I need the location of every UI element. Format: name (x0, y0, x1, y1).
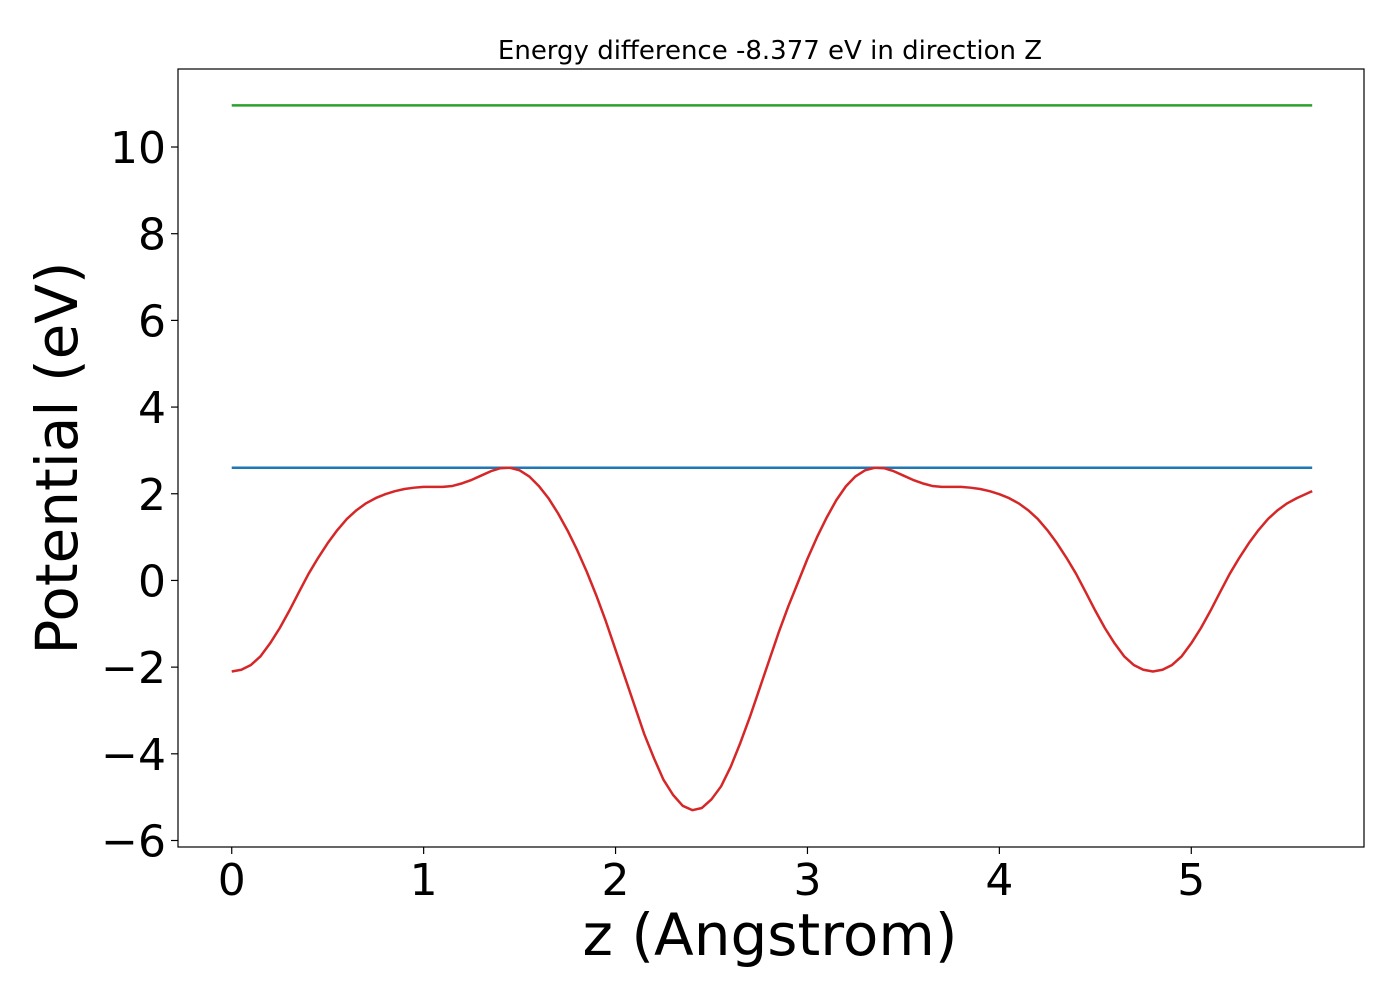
x-axis-ticks: 0 1 2 3 4 5 (218, 847, 1205, 906)
y-tick-label: 6 (138, 296, 166, 347)
plot-frame (177, 68, 1365, 848)
y-tick-label: 0 (138, 556, 166, 607)
plot-area (231, 104, 1313, 812)
x-tick-label: 1 (410, 855, 438, 906)
x-axis-label: z (Angstrom) (583, 901, 958, 969)
x-tick-label: 2 (602, 855, 630, 906)
y-tick-label: −6 (101, 816, 166, 867)
y-axis-ticks: −6 −4 −2 0 2 4 6 8 10 (101, 123, 178, 867)
chart-title: Energy difference -8.377 eV in direction… (498, 36, 1042, 66)
x-tick-label: 3 (793, 855, 821, 906)
y-axis-label: Potential (eV) (23, 261, 91, 654)
series-line-3 (231, 466, 1313, 812)
x-tick-label: 5 (1177, 855, 1205, 906)
x-tick-label: 4 (985, 855, 1013, 906)
y-tick-label: 10 (110, 123, 166, 174)
y-tick-label: 4 (138, 383, 166, 434)
x-tick-label: 0 (218, 855, 246, 906)
y-tick-label: −4 (101, 730, 166, 781)
y-tick-label: 2 (138, 470, 166, 521)
y-tick-label: −2 (101, 643, 166, 694)
y-tick-label: 8 (138, 210, 166, 261)
